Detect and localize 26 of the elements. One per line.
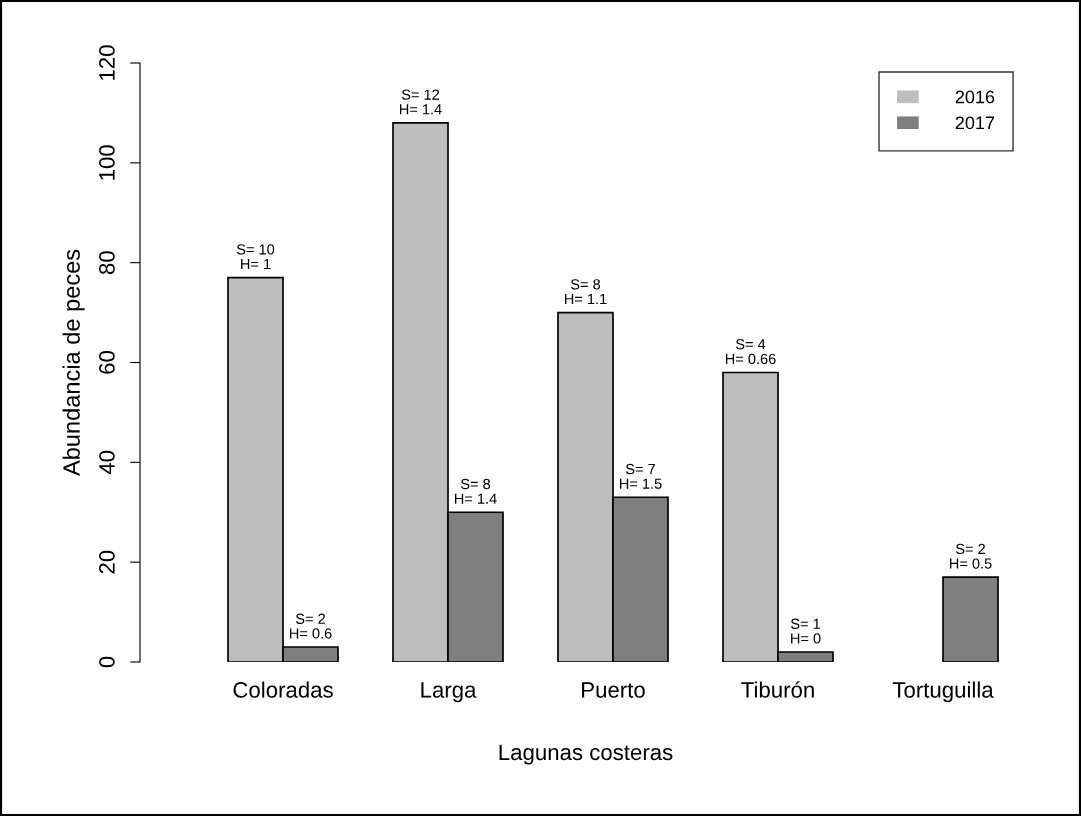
bar (942, 576, 999, 662)
y-tick-label: 100 (99, 145, 115, 180)
y-tick-label: 20 (99, 550, 115, 574)
legend-label: 2017 (955, 116, 995, 130)
y-tick-label: 40 (99, 450, 115, 475)
data-label: S= 12 H= 1.4 (400, 89, 442, 115)
x-tick-label: Tortuguilla (892, 681, 994, 703)
x-tick-label: Puerto (582, 682, 645, 698)
y-tick-label: 120 (99, 45, 115, 80)
legend-label: 2016 (955, 90, 995, 104)
data-label: S= 1 H= 0 (790, 618, 821, 644)
data-label: S= 4 H= 0.66 (725, 339, 776, 365)
y-tick-label: 0 (99, 656, 115, 668)
data-label: S= 8 H= 1.4 (455, 478, 497, 504)
x-axis-title: Lagunas costeras (499, 744, 673, 765)
x-tick-label: Larga (421, 682, 477, 703)
y-tick-label: 60 (99, 351, 115, 374)
data-label: S= 8 H= 1.1 (565, 279, 607, 304)
y-tick-label: 80 (99, 251, 115, 275)
x-tick-label: Tiburón (741, 681, 814, 698)
data-label: S= 10 H= 1 (236, 244, 275, 270)
data-label: S= 2 H= 0.5 (950, 543, 992, 569)
x-tick-label: Coloradas (233, 681, 333, 698)
data-label: S= 2 H= 0.6 (290, 613, 332, 639)
y-axis-title: Abundancia de peces (62, 249, 85, 476)
data-label: S= 7 H= 1.5 (620, 463, 662, 489)
